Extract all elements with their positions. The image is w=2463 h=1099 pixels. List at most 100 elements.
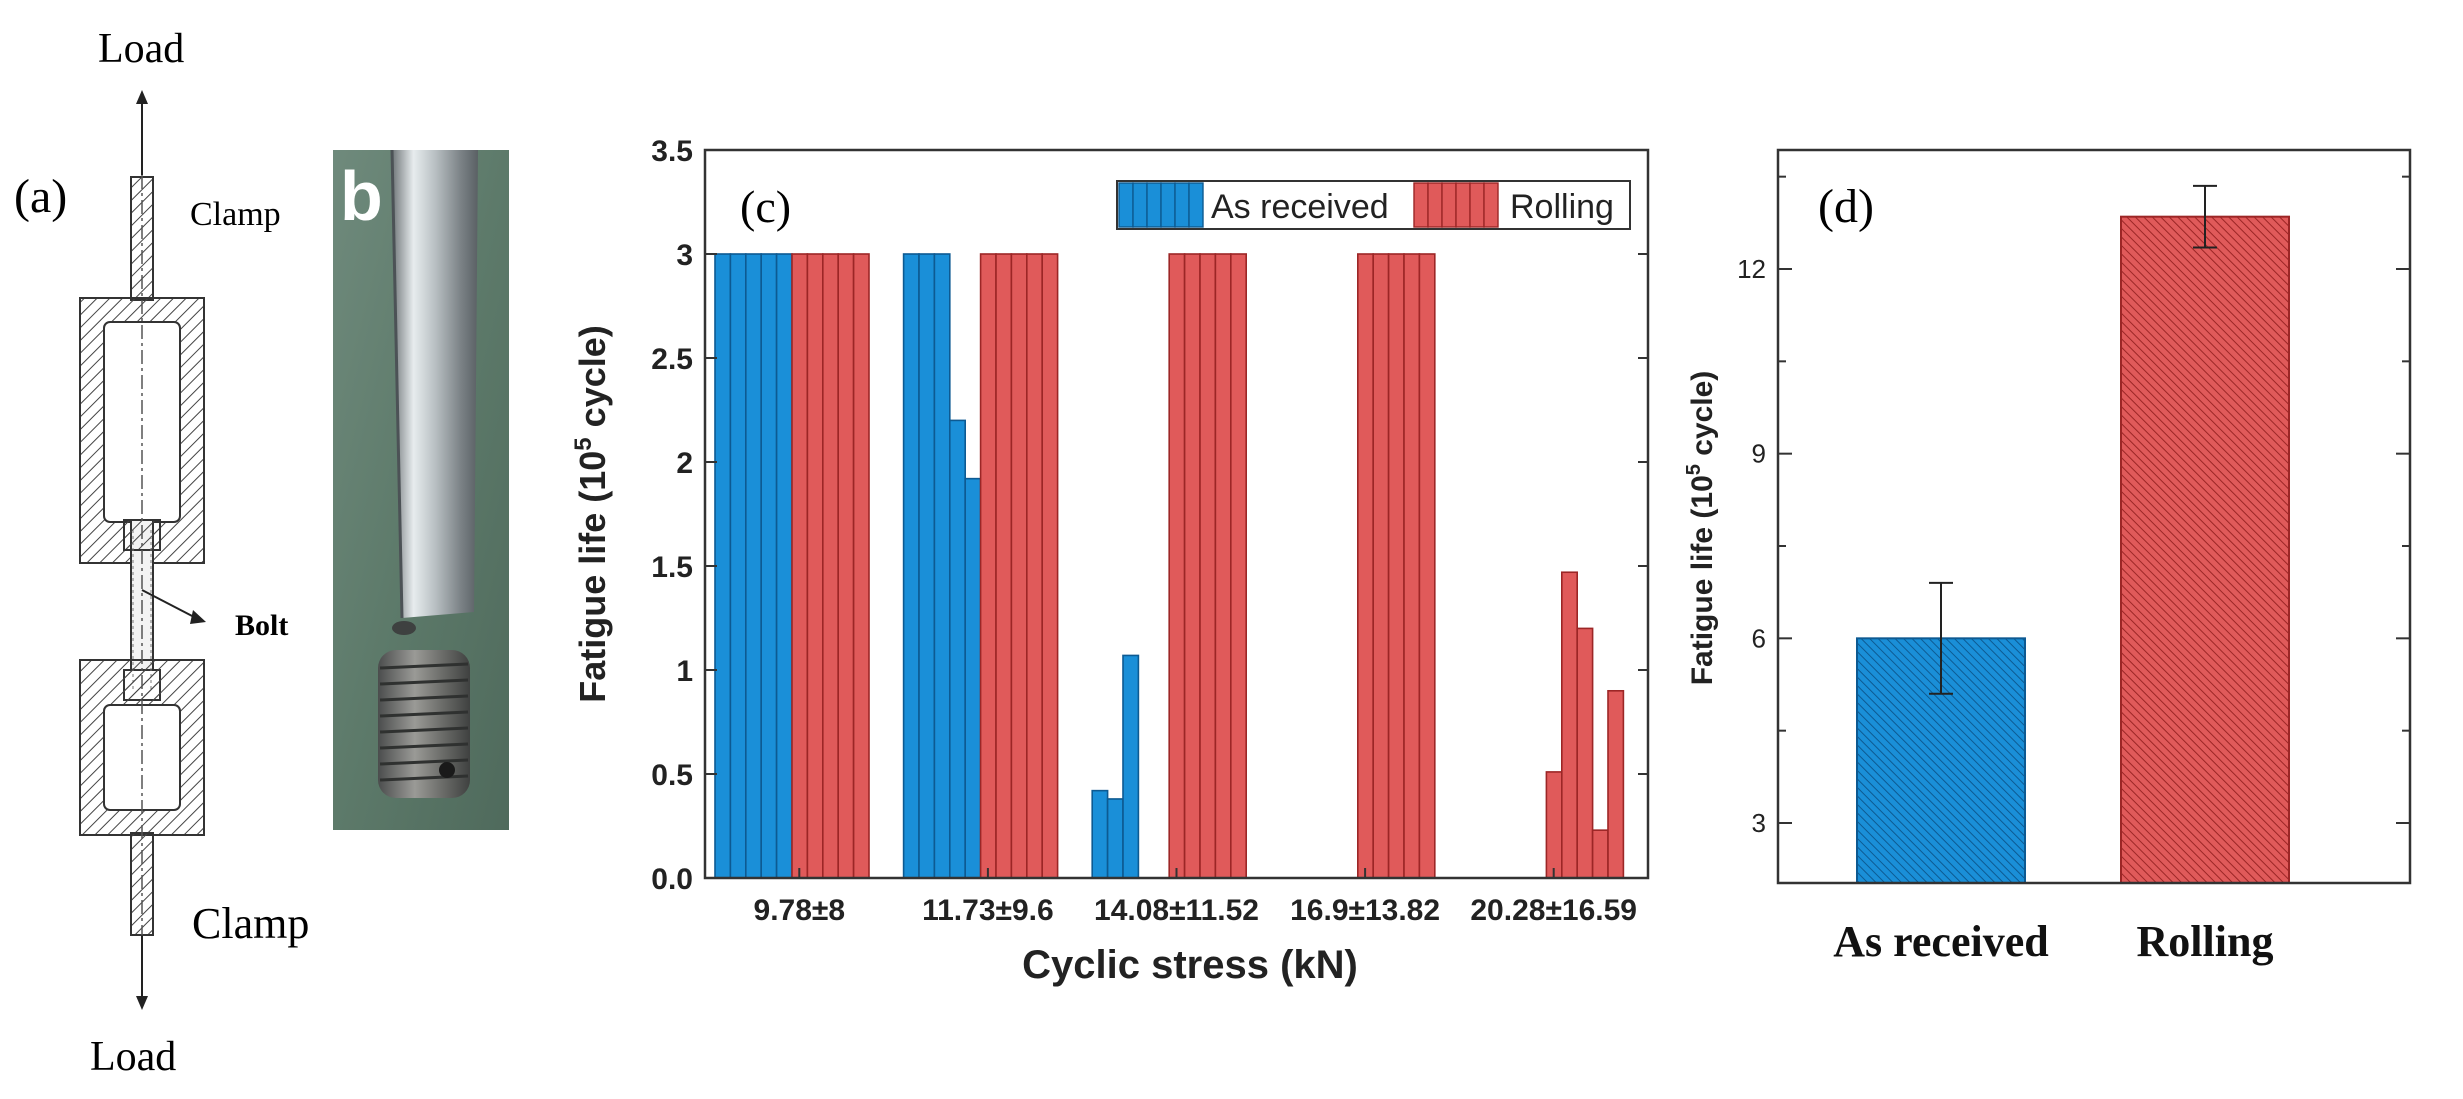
- panel-a-schematic: Load (a) Clamp Bolt Clamp Load: [14, 26, 309, 1080]
- bolt-label: Bolt: [235, 609, 288, 642]
- panel-c-y-axis-title: Fatigue life (105 cycle): [570, 325, 613, 703]
- bar-rolling: [1607, 689, 1625, 879]
- bar-as-received: [729, 253, 747, 879]
- panel-c-y-tick-label: 3.5: [651, 135, 693, 168]
- panel-d-x-tick-label: As received: [1833, 917, 2048, 966]
- panel-d-y-axis-title: Fatigue life (105 cycle): [1683, 371, 1719, 686]
- legend-as-received-bar: [1188, 182, 1204, 228]
- bar-rolling: [852, 253, 870, 879]
- legend-rolling-bar: [1441, 182, 1457, 228]
- bar-rolling: [1576, 627, 1594, 879]
- bar-rolling: [821, 253, 839, 879]
- panel-d-y-tick-label: 9: [1752, 439, 1766, 469]
- panel-c-chart: 0.0 0.5 1 1.5 2 2.5 3 3.5 9.78±8 11.73±9.6 14.08±…: [570, 135, 1650, 987]
- panel-d-chart: 3 6 9 12 (d) Fatigue life (105 cycle) As re…: [1683, 148, 2412, 966]
- panel-d-bars: [1856, 184, 2290, 884]
- bar-rolling: [979, 253, 997, 879]
- panel-d-label: (d): [1818, 180, 1874, 233]
- bar-as-received: [948, 419, 966, 879]
- bolt-photo: [378, 621, 470, 798]
- bar-as-received: [1122, 654, 1140, 879]
- legend-rolling-bar: [1413, 182, 1429, 228]
- load-arrow-down: [136, 935, 148, 1010]
- panel-c-label: (c): [740, 181, 791, 232]
- panel-b-photo: b: [333, 149, 509, 830]
- panel-c-y-tick-label: 1: [676, 655, 693, 688]
- bar-rolling: [1357, 253, 1375, 879]
- panel-c-x-axis-title: Cyclic stress (kN): [1022, 943, 1358, 987]
- bar-as-received: [1106, 798, 1124, 879]
- bar-rolling: [1168, 253, 1186, 879]
- clamp-top-label: Clamp: [190, 196, 281, 233]
- panel-c-y-tick-label: 2: [676, 447, 693, 480]
- load-arrow-up: [136, 90, 148, 175]
- bar-rolling: [1214, 253, 1232, 879]
- legend-rolling-label: Rolling: [1510, 188, 1614, 226]
- legend-as-received-label: As received: [1211, 188, 1389, 226]
- panel-c-y-tick-label: 0.0: [651, 863, 693, 896]
- panel-c-y-tick-label: 0.5: [651, 759, 693, 792]
- panel-d-y-tick-label: 6: [1752, 623, 1766, 653]
- panel-d-plot-frame: [1776, 148, 2412, 885]
- bar-rolling: [1372, 253, 1390, 879]
- legend-as-received-bar: [1132, 182, 1148, 228]
- panel-c-bars: [714, 253, 1625, 879]
- bar-rolling: [1545, 771, 1563, 879]
- load-top-label: Load: [98, 26, 184, 72]
- legend-as-received-swatch: [1118, 182, 1204, 228]
- panel-c-x-tick-label: 16.9±13.82: [1290, 894, 1440, 927]
- rod-photo: [392, 150, 478, 618]
- panel-c-legend: As received Rolling: [1116, 180, 1631, 230]
- bar-rolling: [995, 253, 1013, 879]
- bar-as-received: [964, 477, 982, 879]
- legend-as-received-bar: [1146, 182, 1162, 228]
- legend-as-received-bar: [1174, 182, 1190, 228]
- bar-rolling: [806, 253, 824, 879]
- clamp-bottom-label: Clamp: [192, 899, 309, 948]
- panel-d-x-tick-label: Rolling: [2137, 917, 2274, 966]
- panel-a-label: (a): [14, 170, 67, 223]
- bar-rolling: [2120, 215, 2290, 884]
- legend-as-received-bar: [1118, 182, 1134, 228]
- bar-rolling: [1561, 571, 1579, 879]
- bar-rolling: [1183, 253, 1201, 879]
- error-bar-as-received: [1929, 581, 1953, 695]
- bar-as-received: [775, 253, 793, 879]
- bar-as-received: [902, 253, 920, 879]
- panel-c-y-axis: 0.0 0.5 1 1.5 2 2.5 3 3.5: [651, 135, 1648, 896]
- panel-c-x-tick-label: 14.08±11.52: [1094, 894, 1259, 927]
- legend-rolling-bar: [1427, 182, 1443, 228]
- legend-rolling-bar: [1469, 182, 1485, 228]
- bar-as-received: [714, 253, 732, 879]
- bar-rolling: [791, 253, 809, 879]
- panel-d-x-axis: As received Rolling: [1833, 917, 2273, 966]
- bar-rolling: [1199, 253, 1217, 879]
- panel-b-label: b: [340, 157, 383, 235]
- bar-rolling: [1387, 253, 1405, 879]
- bolt-pointer: [141, 589, 206, 624]
- panel-c-x-tick-label: 20.28±16.59: [1470, 894, 1637, 927]
- panel-c-y-tick-label: 1.5: [651, 551, 693, 584]
- bar-rolling: [1010, 253, 1028, 879]
- legend-rolling-swatch: [1413, 182, 1499, 228]
- bar-rolling: [1041, 253, 1059, 879]
- panel-d-y-tick-label: 12: [1737, 254, 1766, 284]
- legend-rolling-bar: [1455, 182, 1471, 228]
- panel-c-y-tick-label: 2.5: [651, 343, 693, 376]
- bar-as-received: [760, 253, 778, 879]
- error-bar-rolling: [2193, 184, 2217, 249]
- bar-rolling: [1418, 253, 1436, 879]
- bar-as-received: [933, 253, 951, 879]
- bar-as-received: [918, 253, 936, 879]
- panel-c-x-axis: 9.78±8 11.73±9.6 14.08±11.52 16.9±13.82 20.2…: [754, 868, 1637, 927]
- legend-as-received-bar: [1160, 182, 1176, 228]
- bar-as-received: [744, 253, 762, 879]
- panel-c-x-tick-label: 9.78±8: [754, 894, 846, 927]
- panel-c-x-tick-label: 11.73±9.6: [922, 894, 1054, 927]
- load-bottom-label: Load: [90, 1034, 176, 1080]
- legend-rolling-bar: [1483, 182, 1499, 228]
- bar-rolling: [1026, 253, 1044, 879]
- bar-as-received: [1091, 789, 1109, 879]
- panel-d-y-axis: 3 6 9 12: [1737, 175, 2410, 838]
